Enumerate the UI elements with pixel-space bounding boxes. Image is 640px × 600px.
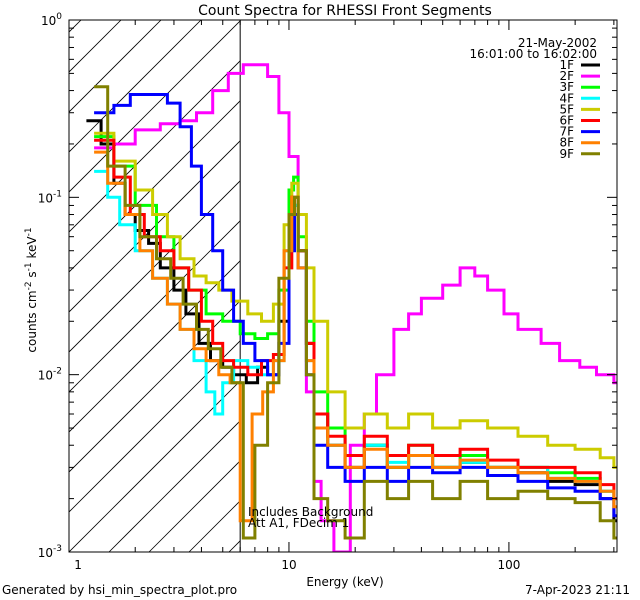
series-line-4F bbox=[94, 169, 617, 501]
plot-frame bbox=[68, 19, 618, 553]
legend-label-1F: 1F bbox=[559, 58, 574, 72]
background-hatch-region bbox=[0, 0, 640, 552]
hatch-line bbox=[589, 0, 640, 552]
hatch-line bbox=[69, 220, 241, 393]
x-tick-label: 1 bbox=[74, 558, 82, 572]
hatch-line bbox=[69, 260, 241, 433]
hatch-line bbox=[69, 20, 241, 193]
hatch-line bbox=[108, 420, 241, 552]
y-axis-label: counts cm-2 s-1 keV-1 bbox=[24, 227, 39, 352]
series-line-8F bbox=[94, 150, 617, 523]
legend-label-7F: 7F bbox=[559, 125, 574, 139]
legend-label-3F: 3F bbox=[559, 80, 574, 94]
hatch-line bbox=[228, 540, 241, 552]
x-tick-label: 10 bbox=[281, 558, 296, 572]
hatch-line bbox=[0, 0, 109, 552]
hatch-line bbox=[69, 300, 241, 473]
time-range-label: 16:01:00 to 16:02:00 bbox=[470, 47, 597, 61]
hatch-line bbox=[69, 340, 241, 513]
hatch-line bbox=[69, 380, 241, 552]
chart-title: Count Spectra for RHESSI Front Segments bbox=[198, 3, 492, 19]
hatch-line bbox=[269, 0, 640, 552]
hatch-line bbox=[69, 140, 241, 313]
legend-label-8F: 8F bbox=[559, 136, 574, 150]
series-line-2F bbox=[94, 63, 617, 552]
x-tick-label: 100 bbox=[497, 558, 520, 572]
x-axis-label: Energy (keV) bbox=[306, 575, 383, 589]
y-tick-label: 100 bbox=[41, 12, 62, 28]
hatch-line bbox=[69, 20, 122, 73]
hatch-line bbox=[629, 0, 640, 552]
annotation-attenuator: Att A1, FDecim 1 bbox=[248, 516, 349, 530]
series-line-9F bbox=[94, 85, 617, 540]
hatch-line bbox=[469, 0, 640, 552]
series-line-5F bbox=[94, 131, 617, 469]
footer-timestamp: 7-Apr-2023 21:11 bbox=[525, 583, 630, 597]
hatch-line bbox=[69, 20, 202, 153]
date-label: 21-May-2002 bbox=[518, 36, 597, 50]
y-tick-label: 10-2 bbox=[38, 367, 62, 383]
legend-label-2F: 2F bbox=[559, 69, 574, 83]
hatch-line bbox=[69, 180, 241, 353]
legend-label-5F: 5F bbox=[559, 102, 574, 116]
axis-ticks: 10 100 1 10-3 10-2 10-1 100 bbox=[38, 12, 617, 572]
y-tick-label: 10-1 bbox=[38, 189, 62, 205]
annotation-background: Includes Background bbox=[248, 505, 373, 519]
legend-label-9F: 9F bbox=[559, 147, 574, 161]
y-tick-label: 10-3 bbox=[38, 544, 62, 560]
legend-label-6F: 6F bbox=[559, 114, 574, 128]
hatch-line bbox=[69, 20, 82, 33]
hatch-line bbox=[69, 100, 241, 273]
footer-generated-by: Generated by hsi_min_spectra_plot.pro bbox=[2, 583, 237, 597]
hatch-line bbox=[389, 0, 640, 552]
legend-label-4F: 4F bbox=[559, 91, 574, 105]
hatch-line bbox=[69, 20, 162, 113]
hatch-line bbox=[349, 0, 640, 552]
